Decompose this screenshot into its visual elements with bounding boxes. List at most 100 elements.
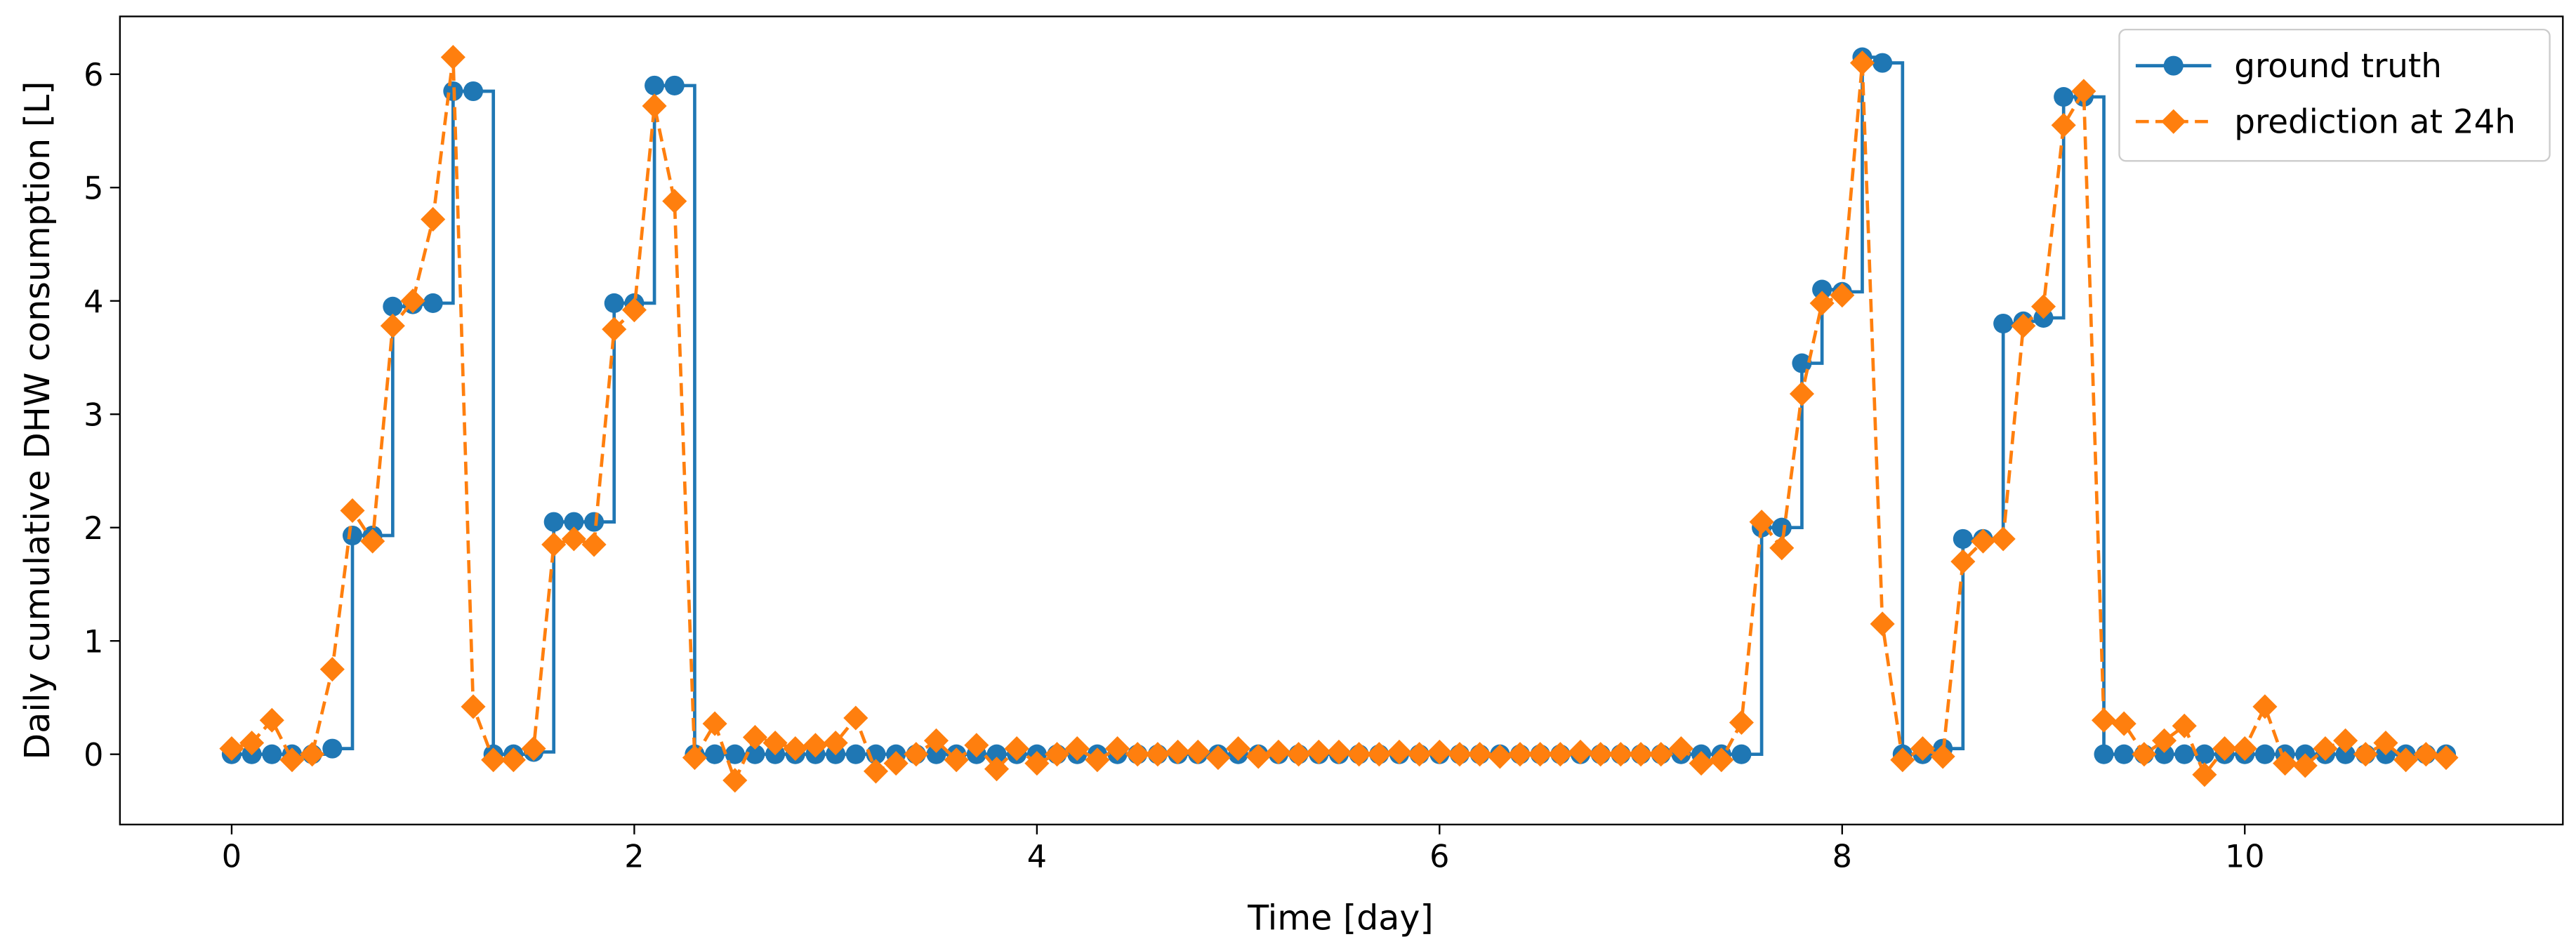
diamond-marker xyxy=(1789,381,1814,406)
diamond-marker xyxy=(2111,711,2136,736)
diamond-marker xyxy=(521,736,546,762)
circle-marker xyxy=(725,744,745,764)
x-tick-label: 2 xyxy=(624,839,644,875)
circle-marker xyxy=(986,744,1007,764)
diamond-marker xyxy=(1729,710,1754,736)
diamond-marker xyxy=(904,742,929,767)
diamond-marker xyxy=(1749,510,1774,535)
circle-marker xyxy=(342,525,363,546)
circle-marker xyxy=(2163,55,2184,76)
diamond-marker xyxy=(642,93,667,119)
diamond-marker xyxy=(340,498,365,524)
circle-marker xyxy=(745,744,765,764)
diamond-marker xyxy=(2212,736,2238,762)
diamond-marker xyxy=(1547,742,1573,767)
circle-marker xyxy=(463,81,484,102)
x-tick-label: 6 xyxy=(1429,839,1449,875)
diamond-marker xyxy=(1105,736,1130,762)
circle-marker xyxy=(383,296,403,317)
diamond-marker xyxy=(843,705,868,731)
circle-marker xyxy=(564,512,584,532)
diamond-marker xyxy=(2132,742,2157,767)
diamond-marker xyxy=(2030,294,2056,319)
diamond-marker xyxy=(1145,742,1170,767)
diamond-marker xyxy=(1830,283,1855,308)
diamond-marker xyxy=(1266,739,1291,765)
diamond-marker xyxy=(1809,291,1835,316)
diamond-marker xyxy=(380,313,405,338)
diamond-marker xyxy=(1064,736,1090,762)
diamond-marker xyxy=(1870,611,1895,637)
diamond-marker xyxy=(319,657,345,682)
diamond-marker xyxy=(1608,742,1633,767)
circle-marker xyxy=(2094,744,2114,764)
y-axis-label: Daily cumulative DHW consumption [L] xyxy=(17,81,58,760)
y-tick-label: 3 xyxy=(84,398,103,434)
circle-marker xyxy=(926,744,946,764)
diamond-marker xyxy=(682,745,707,771)
diamond-marker xyxy=(1366,742,1392,767)
diamond-marker xyxy=(1286,742,1312,767)
diamond-marker xyxy=(1347,742,1372,767)
circle-marker xyxy=(1792,353,1812,373)
diamond-marker xyxy=(602,317,627,342)
diamond-marker xyxy=(541,532,567,557)
circle-marker xyxy=(1812,279,1832,300)
diamond-marker xyxy=(2353,742,2378,767)
circle-marker xyxy=(2194,744,2214,764)
circle-marker xyxy=(845,744,866,764)
y-tick-label: 2 xyxy=(84,511,103,547)
diamond-marker xyxy=(1407,742,1432,767)
circle-marker xyxy=(584,512,605,532)
circle-marker xyxy=(2154,744,2174,764)
circle-marker xyxy=(664,75,685,95)
diamond-marker xyxy=(1467,742,1493,767)
diamond-marker xyxy=(2232,736,2257,762)
legend-box xyxy=(2118,28,2551,162)
y-tick-label: 1 xyxy=(84,625,103,660)
diamond-marker xyxy=(2313,736,2338,762)
circle-marker xyxy=(705,744,725,764)
diamond-marker xyxy=(2192,762,2217,787)
diamond-marker xyxy=(863,759,889,784)
x-tick-label: 4 xyxy=(1027,839,1047,875)
diamond-marker xyxy=(2091,707,2117,733)
series-line xyxy=(231,55,2446,757)
diamond-marker xyxy=(421,206,446,232)
diamond-marker xyxy=(259,707,284,733)
diamond-marker xyxy=(742,724,767,750)
diamond-marker xyxy=(1769,536,1795,561)
diamond-marker xyxy=(2433,745,2459,771)
circle-marker xyxy=(1731,744,1752,764)
circle-marker xyxy=(322,738,343,759)
diamond-marker xyxy=(1326,739,1352,765)
diamond-marker xyxy=(2152,728,2177,753)
diamond-marker xyxy=(1206,745,1231,771)
legend-label: prediction at 24h xyxy=(2234,104,2516,142)
diamond-marker xyxy=(2172,713,2197,738)
diamond-marker xyxy=(722,768,748,793)
x-tick-label: 8 xyxy=(1832,839,1852,875)
y-tick-label: 5 xyxy=(84,171,103,207)
diamond-marker xyxy=(2252,694,2278,719)
circle-marker xyxy=(645,75,665,95)
diamond-marker xyxy=(783,736,808,762)
plot-frame xyxy=(119,15,2564,825)
diamond-marker xyxy=(662,189,687,214)
diamond-marker xyxy=(2292,753,2318,778)
diamond-marker xyxy=(1990,526,2016,552)
y-tick-label: 0 xyxy=(84,738,103,773)
diamond-marker xyxy=(2413,742,2438,767)
diamond-marker xyxy=(440,44,465,70)
circle-marker xyxy=(2335,744,2356,764)
series-line xyxy=(231,57,2447,785)
circle-marker xyxy=(262,744,282,764)
diamond-marker xyxy=(461,694,486,719)
diamond-marker xyxy=(2071,79,2096,104)
x-axis-label: Time [day] xyxy=(1247,898,1434,938)
x-tick-label: 10 xyxy=(2225,839,2265,875)
y-tick-label: 6 xyxy=(84,58,103,93)
diamond-marker xyxy=(1427,739,1452,765)
diamond-marker xyxy=(1649,742,1674,767)
